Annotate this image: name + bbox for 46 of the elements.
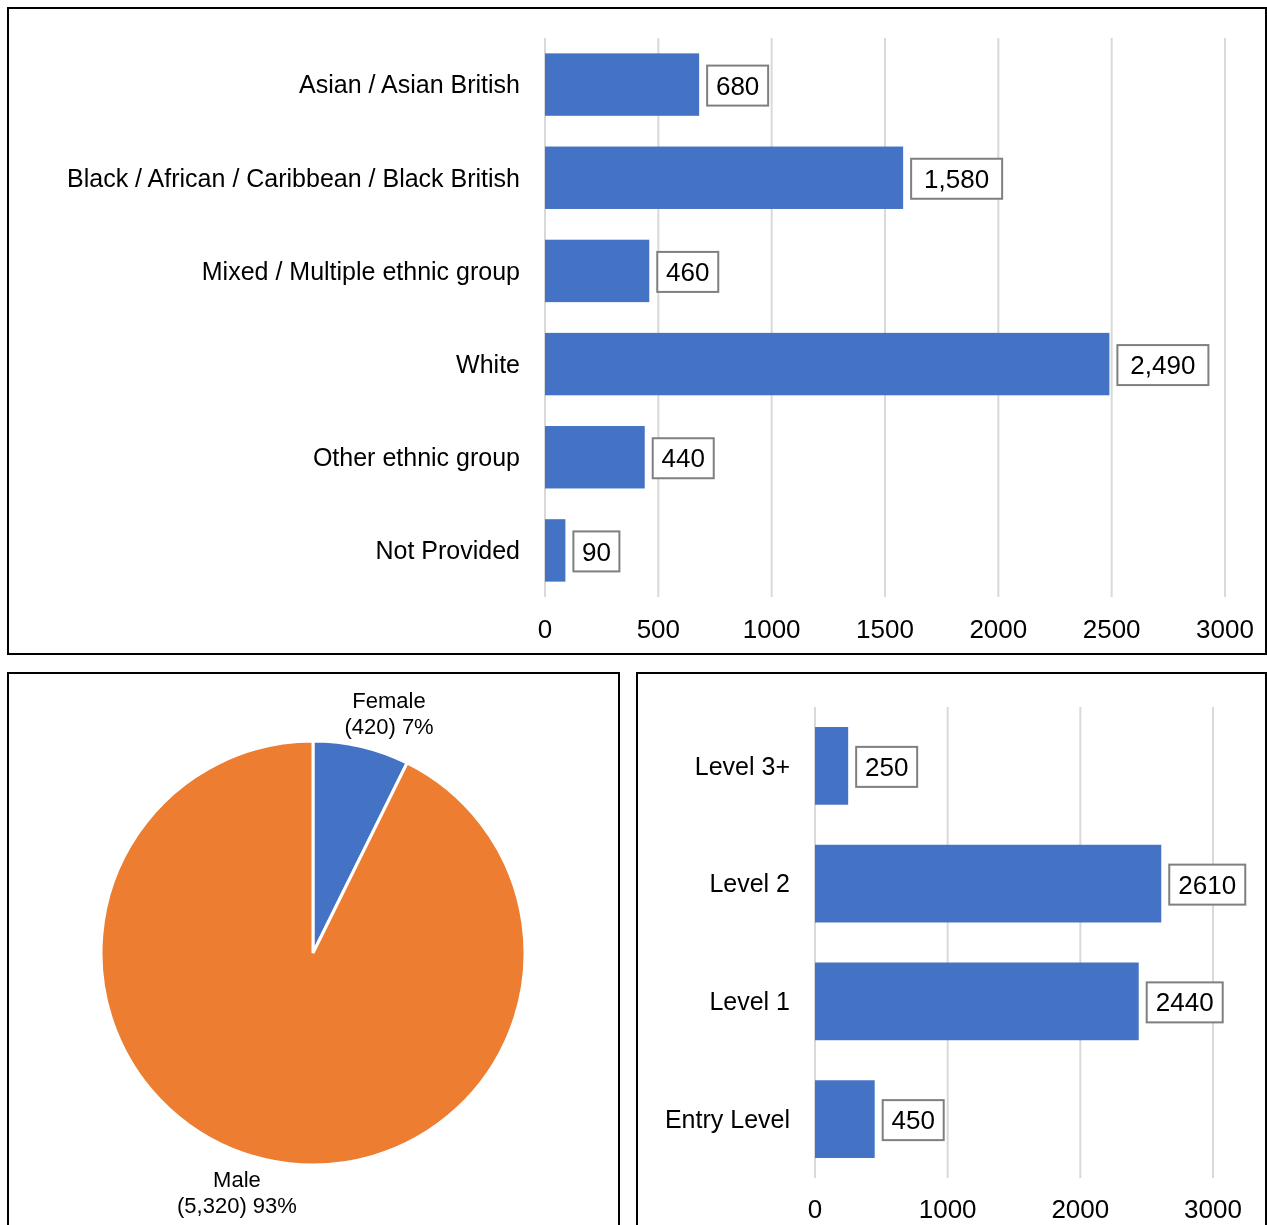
bar	[545, 239, 650, 303]
x-tick-label: 3000	[1196, 614, 1254, 644]
data-label: 2440	[1155, 987, 1214, 1018]
data-label: 90	[581, 536, 611, 567]
y-tick-label: White	[456, 349, 520, 378]
data-label: (420) 7%	[344, 714, 434, 740]
x-tick-label: 0	[537, 614, 553, 644]
y-tick-label: Other ethnic group	[312, 443, 520, 471]
data-label: 680	[715, 70, 760, 101]
y-tick-label: Level 1	[709, 987, 790, 1016]
y-tick-label: Level 2	[709, 869, 790, 898]
x-tick-label: 2000	[1051, 1194, 1110, 1224]
slice-label: Female	[352, 688, 426, 714]
data-label: 2,490	[1130, 350, 1196, 381]
slice-label: Male	[213, 1167, 261, 1193]
x-tick-label: 500	[636, 614, 681, 644]
data-label: 250	[864, 751, 909, 782]
bar	[545, 53, 700, 116]
x-tick-label: 1000	[742, 614, 801, 644]
x-tick-label: 1000	[918, 1194, 977, 1224]
data-label: 460	[666, 257, 710, 288]
y-tick-label: Black / African / Caribbean / Black British	[67, 163, 520, 192]
y-tick-label: Not Provided	[375, 536, 520, 565]
x-tick-label: 2500	[1082, 614, 1141, 644]
pie-slice	[99, 739, 527, 1167]
bar	[545, 332, 1110, 396]
y-tick-label: Asian / Asian British	[299, 70, 520, 99]
data-label: (5,320) 93%	[177, 1193, 297, 1219]
bar	[815, 727, 849, 805]
data-label: 2610	[1178, 869, 1237, 900]
bar	[545, 146, 904, 209]
bar	[815, 1080, 875, 1158]
x-tick-label: 0	[807, 1194, 823, 1224]
data-label: 450	[891, 1105, 935, 1136]
data-label: 440	[661, 443, 705, 474]
x-tick-label: 2000	[969, 614, 1028, 644]
y-tick-label: Entry Level	[664, 1104, 790, 1133]
data-label: 1,580	[924, 163, 990, 194]
bar	[815, 962, 1139, 1041]
x-tick-label: 3000	[1184, 1194, 1242, 1224]
bar	[545, 519, 566, 582]
y-tick-label: Level 3+	[694, 751, 790, 780]
bar	[815, 844, 1162, 923]
bar	[545, 426, 645, 489]
x-tick-label: 1500	[856, 614, 914, 644]
y-tick-label: Mixed / Multiple ethnic group	[201, 256, 520, 285]
